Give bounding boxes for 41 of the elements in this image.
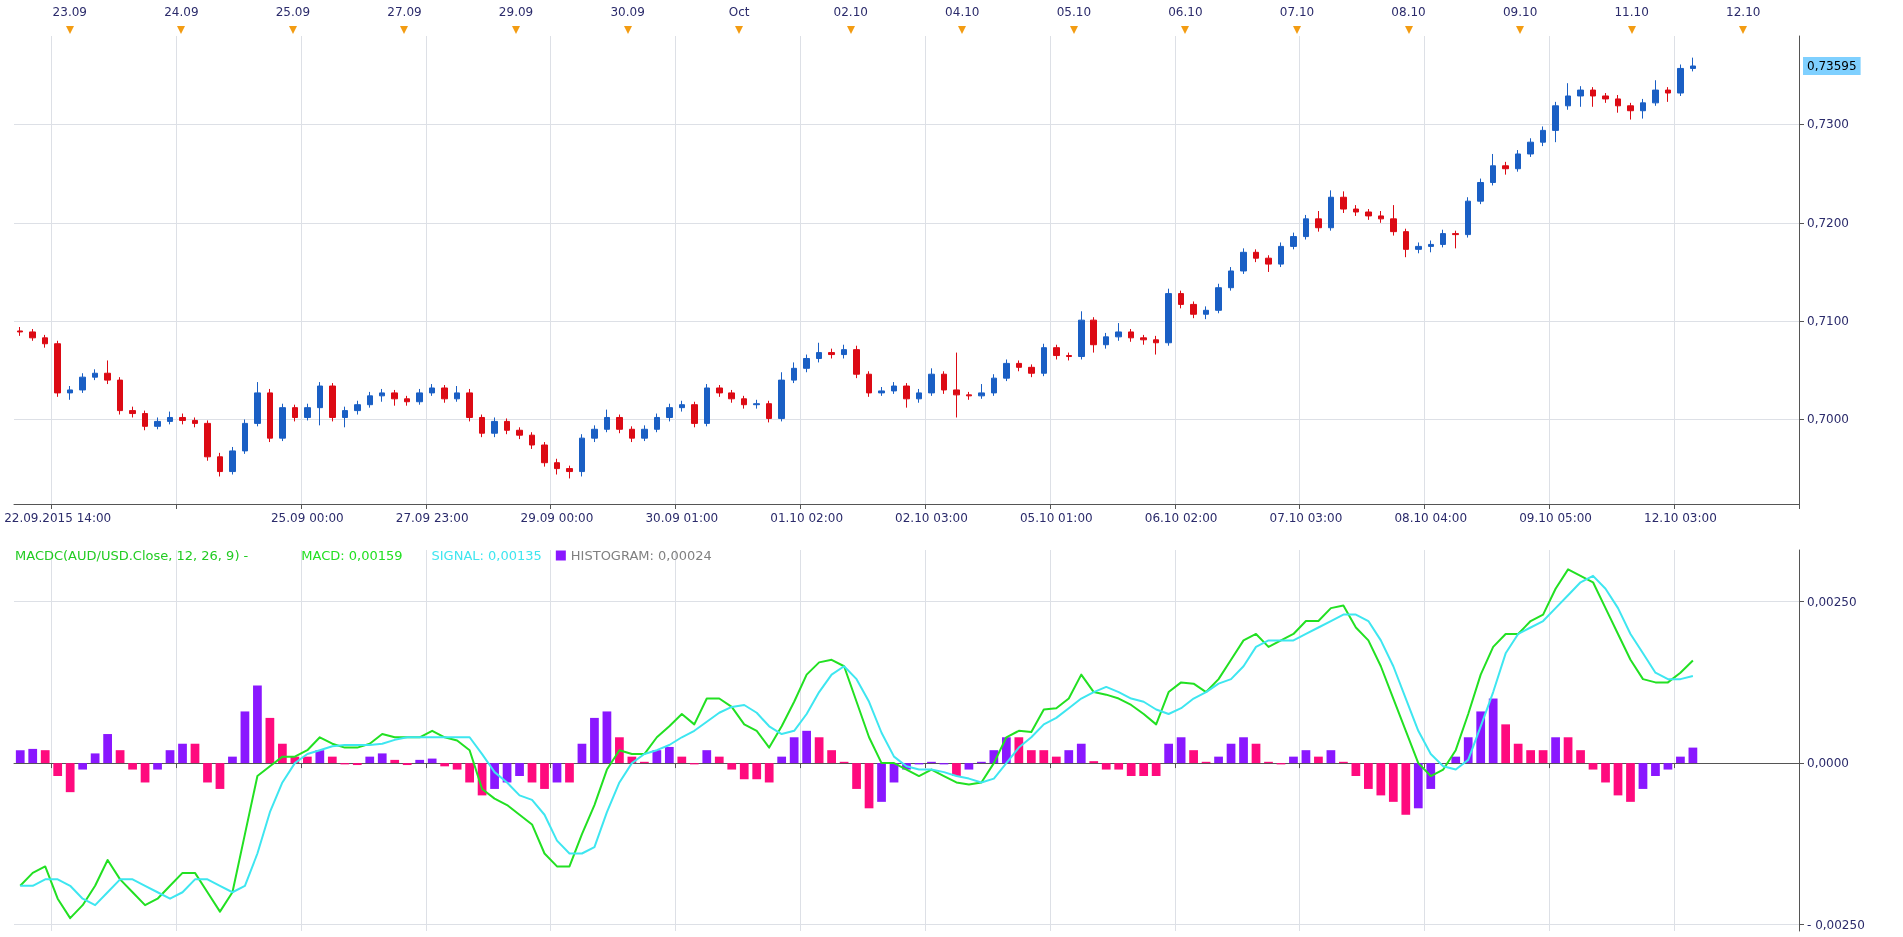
x-tick-label: 30.09 01:00: [645, 511, 719, 525]
x-tick-label: 01.10 02:00: [770, 511, 844, 525]
y-tick-label: - 0,00250: [1807, 917, 1865, 932]
text: 12.10: [1726, 5, 1761, 19]
text: 07.10: [1279, 5, 1315, 19]
y-tick-label: 0,0000: [1807, 756, 1849, 771]
text: 04.10: [945, 5, 980, 19]
y-tick-label: 0,7300: [1807, 117, 1849, 132]
x-tick-label: 25.09 00:00: [270, 511, 344, 525]
text: 23.09: [52, 5, 87, 19]
text: 25.09: [275, 5, 311, 19]
x-tick-label: 06.10 02:00: [1144, 511, 1218, 525]
x-tick-label: 22.09.2015 14:00: [4, 511, 112, 525]
chart-title: MACDC(AUD/USD.Close, 12, 26, 9) -: [15, 548, 249, 563]
text: 29.09: [498, 5, 534, 19]
text: 09.10: [1502, 5, 1538, 19]
y-tick-label: 0,00250: [1807, 594, 1857, 609]
text: 11.10: [1614, 5, 1649, 19]
x-tick-label: 29.09 00:00: [520, 511, 594, 525]
x-tick-label: 09.10 05:00: [1519, 511, 1592, 525]
text: MACD: 0,00159: [301, 548, 403, 563]
x-tick-label: 08.10 04:00: [1394, 511, 1468, 525]
x-tick-label: 02.10 03:00: [895, 511, 968, 525]
text: SIGNAL: 0,00135: [431, 548, 542, 563]
text: 06.10: [1168, 5, 1203, 19]
text: 24.09: [164, 5, 199, 19]
x-tick-label: 27.09 23:00: [395, 511, 469, 525]
text: 08.10: [1391, 5, 1426, 19]
text: 05.10: [1056, 5, 1092, 19]
text: 27.09: [387, 5, 422, 19]
x-tick-label: 05.10 01:00: [1019, 511, 1093, 525]
text: 02.10: [833, 5, 868, 19]
text: Oct: [728, 5, 750, 19]
text: 30.09: [610, 5, 645, 19]
x-tick-label: 12.10 03:00: [1644, 511, 1717, 525]
y-tick-label: 0,7200: [1807, 215, 1849, 230]
text: 0,73595: [1807, 58, 1857, 73]
y-tick-label: 0,7000: [1807, 412, 1849, 427]
x-tick-label: 07.10 03:00: [1269, 511, 1343, 525]
y-tick-label: 0,7100: [1807, 314, 1849, 329]
legend-label: HISTOGRAM: 0,00024: [570, 548, 712, 563]
